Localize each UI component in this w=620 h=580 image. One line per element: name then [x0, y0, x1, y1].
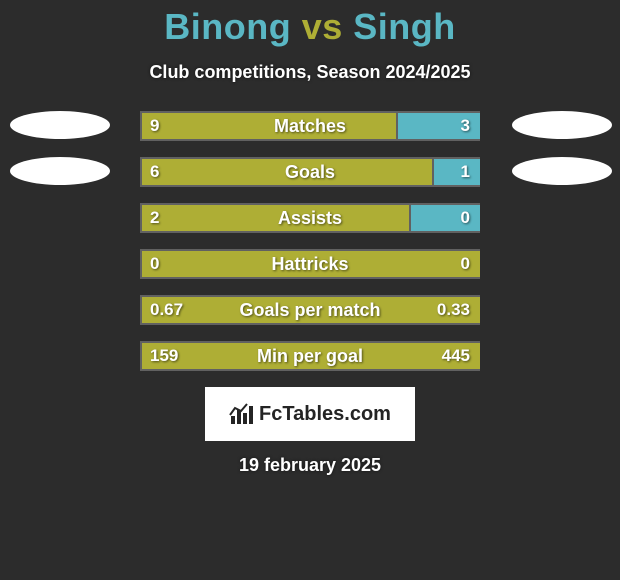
stat-value-right: 0 [461, 249, 470, 279]
stat-row: Hattricks00 [0, 249, 620, 279]
stat-row: Matches93 [0, 111, 620, 141]
stat-bar [140, 249, 480, 279]
stats-container: Matches93Goals61Assists20Hattricks00Goal… [0, 111, 620, 371]
stat-row: Goals61 [0, 157, 620, 187]
stat-row: Min per goal159445 [0, 341, 620, 371]
date-label: 19 february 2025 [0, 455, 620, 476]
stat-bar [140, 203, 480, 233]
stat-row: Assists20 [0, 203, 620, 233]
title-player-left: Binong [164, 6, 291, 47]
stat-value-right: 0.33 [437, 295, 470, 325]
stat-value-right: 1 [461, 157, 470, 187]
bar-chart-icon [229, 402, 253, 426]
stat-value-left: 6 [150, 157, 159, 187]
stat-bar [140, 157, 480, 187]
stat-value-right: 0 [461, 203, 470, 233]
avatar [10, 111, 110, 139]
page-title: Binong vs Singh [0, 0, 620, 48]
stat-bar [140, 295, 480, 325]
stat-bar [140, 111, 480, 141]
stat-value-left: 159 [150, 341, 178, 371]
stat-value-left: 2 [150, 203, 159, 233]
avatar [512, 157, 612, 185]
stat-value-left: 0.67 [150, 295, 183, 325]
stat-value-left: 9 [150, 111, 159, 141]
avatar [10, 157, 110, 185]
stat-value-right: 445 [442, 341, 470, 371]
subtitle: Club competitions, Season 2024/2025 [0, 62, 620, 83]
fctables-label: FcTables.com [259, 403, 391, 426]
avatar [512, 111, 612, 139]
stat-value-left: 0 [150, 249, 159, 279]
stat-bar-right [432, 159, 480, 185]
stat-row: Goals per match0.670.33 [0, 295, 620, 325]
fctables-logo: FcTables.com [205, 387, 415, 441]
page: Binong vs Singh Club competitions, Seaso… [0, 0, 620, 580]
title-player-right: Singh [353, 6, 455, 47]
stat-value-right: 3 [461, 111, 470, 141]
stat-bar [140, 341, 480, 371]
title-vs: vs [302, 6, 343, 47]
